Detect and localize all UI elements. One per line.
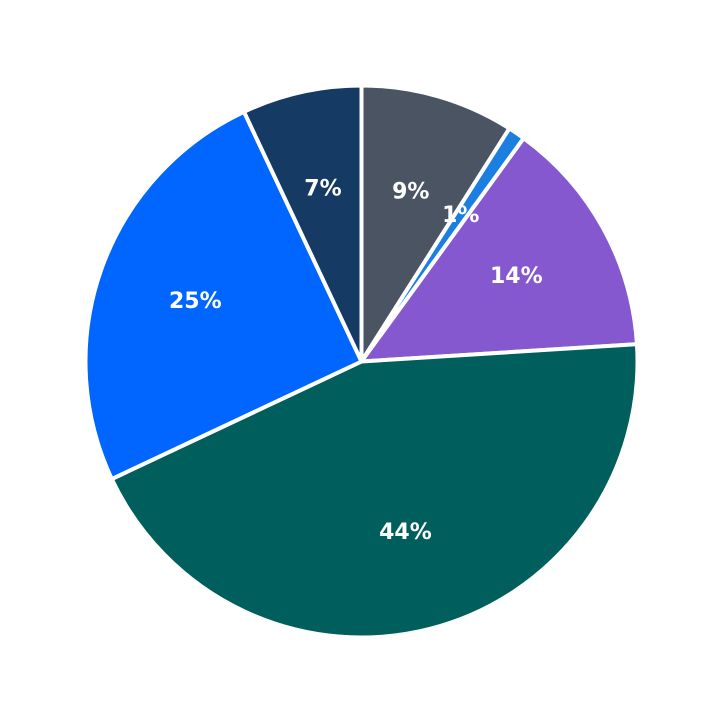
pie-slice-label-4: 25%: [169, 289, 222, 314]
pie-slice-label-2: 14%: [490, 264, 543, 289]
pie-slices: [86, 86, 638, 638]
pie-slice-label-5: 7%: [304, 177, 341, 202]
pie-slice-label-3: 44%: [379, 520, 432, 545]
pie-slice-label-1: 1%: [442, 203, 479, 228]
pie-slice-label-0: 9%: [392, 179, 429, 204]
